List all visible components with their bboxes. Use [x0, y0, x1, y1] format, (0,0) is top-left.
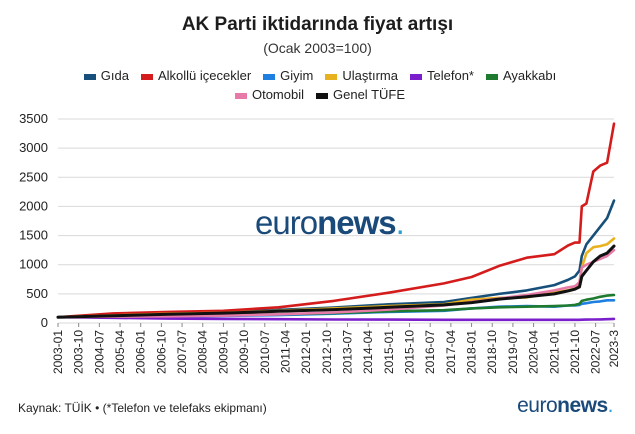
legend-item: Giyim [263, 66, 313, 85]
legend-swatch [83, 73, 96, 80]
legend-label: Alkollü içecekler [157, 68, 252, 83]
euronews-watermark: euronews. [255, 204, 405, 242]
y-tick-label: 0 [41, 315, 48, 330]
x-tick-label: 2012-01 [299, 330, 313, 374]
x-tick-label: 2018-01 [465, 330, 479, 374]
legend-item: Ayakkabı [485, 66, 557, 85]
x-tick-label: 2012-10 [320, 330, 334, 374]
x-tick-label: 2021-10 [568, 330, 582, 374]
x-tick-label: 2017-04 [444, 330, 458, 374]
x-tick-label: 2009-01 [216, 330, 230, 374]
y-tick-label: 2500 [19, 169, 48, 184]
legend-label: Ulaştırma [342, 68, 398, 83]
logo-bold: news [557, 394, 608, 417]
y-tick-label: 3500 [19, 111, 48, 126]
x-tick-label: 2018-10 [485, 330, 499, 374]
x-tick-label: 2021-01 [547, 330, 561, 374]
legend-item: Genel TÜFE [316, 85, 405, 104]
euronews-logo: euronews. [517, 394, 613, 418]
x-tick-label: 2015-10 [403, 330, 417, 374]
x-tick-label: 2005-04 [113, 330, 127, 374]
legend-item: Telefon* [410, 66, 474, 85]
legend-swatch [316, 92, 328, 99]
x-tick-label: 2003-01 [51, 330, 65, 374]
legend-item: Gıda [83, 66, 129, 85]
x-tick-label: 2019-07 [506, 330, 520, 374]
x-tick-label: 2004-07 [92, 330, 106, 374]
series-line [56, 315, 616, 322]
y-axis: 0 500 1000 1500 2000 2500 3000 3500 [19, 111, 48, 330]
legend-label: Telefon* [427, 68, 474, 83]
watermark-main: euro [255, 204, 318, 241]
watermark-bold: news [317, 204, 397, 241]
legend-label: Otomobil [251, 87, 304, 102]
legend-swatch [234, 92, 247, 99]
x-tick-label: 2006-01 [134, 330, 148, 374]
legend-label: Giyim [280, 68, 314, 83]
x-tick-label: 2015-01 [382, 330, 396, 374]
legend-swatch [263, 73, 276, 80]
legend-swatch [485, 73, 498, 80]
series-lines [56, 122, 616, 322]
logo-dot: . [607, 394, 614, 417]
logo-main: euro [517, 394, 558, 417]
x-axis: 2003-01 2003-10 2004-07 2005-04 2006-01 2006-… [51, 323, 621, 374]
legend-swatch [410, 73, 422, 80]
legend-item: Ulaştırma [325, 66, 398, 85]
legend-label: Ayakkabı [502, 68, 557, 83]
y-tick-label: 1000 [19, 257, 48, 272]
x-tick-label: 2016-07 [423, 330, 437, 374]
x-tick-label: 2013-07 [340, 330, 354, 374]
series-line [56, 244, 616, 319]
x-tick-label: 2008-04 [196, 330, 210, 374]
y-tick-label: 2000 [19, 198, 48, 213]
x-tick-label: 2014-04 [361, 330, 375, 374]
legend-swatch [140, 73, 153, 80]
x-tick-label: 2023-3 [607, 330, 621, 368]
legend-swatch [325, 73, 338, 80]
chart-legend: Gıda Alkollü içecekler Giyim Ulaştırma Telef… [40, 66, 600, 104]
x-tick-label: 2003-10 [72, 330, 86, 374]
y-tick-label: 500 [26, 286, 48, 301]
x-tick-label: 2006-10 [154, 330, 168, 374]
watermark-dot: . [395, 204, 405, 241]
x-tick-label: 2022-07 [589, 330, 603, 374]
legend-item: Otomobil [234, 85, 304, 104]
x-tick-label: 2007-07 [175, 330, 189, 374]
x-tick-label: 2009-10 [237, 330, 251, 374]
x-tick-label: 2020-04 [527, 330, 541, 374]
series-line [56, 122, 616, 319]
x-tick-label: 2011-04 [278, 330, 292, 373]
chart-gridlines [58, 118, 614, 324]
chart-subtitle: (Ocak 2003=100) [263, 40, 372, 56]
y-tick-label: 1500 [19, 228, 48, 243]
x-tick-label: 2010-07 [258, 330, 272, 374]
legend-label: Gıda [100, 68, 129, 83]
legend-item: Alkollü içecekler [140, 66, 252, 85]
source-note: Kaynak: TÜİK • (*Telefon ve telefaks eki… [18, 401, 267, 415]
legend-label: Genel TÜFE [333, 87, 406, 102]
chart-title: AK Parti iktidarında fiyat artışı [181, 14, 454, 35]
y-tick-label: 3000 [19, 140, 48, 155]
